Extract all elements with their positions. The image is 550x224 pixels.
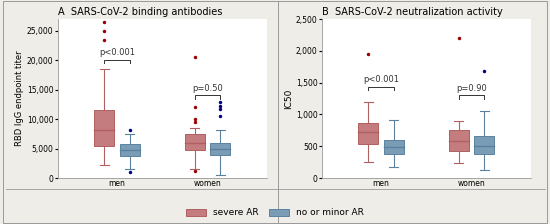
Text: B  SARS-CoV-2 neutralization activity: B SARS-CoV-2 neutralization activity <box>322 7 503 17</box>
Bar <box>383 140 404 154</box>
Text: p=0.90: p=0.90 <box>456 84 487 93</box>
Text: p=0.50: p=0.50 <box>192 84 223 93</box>
Legend: severe AR, no or minor AR: severe AR, no or minor AR <box>186 208 364 217</box>
Bar <box>358 123 378 144</box>
Bar <box>119 144 140 156</box>
Bar <box>185 134 205 150</box>
Bar <box>449 130 469 151</box>
Text: p<0.001: p<0.001 <box>99 48 135 57</box>
Bar <box>211 143 230 155</box>
Bar <box>94 110 114 146</box>
Y-axis label: RBD IgG endpoint titer: RBD IgG endpoint titer <box>15 51 24 146</box>
Text: p<0.001: p<0.001 <box>363 75 399 84</box>
Text: A  SARS-CoV-2 binding antibodies: A SARS-CoV-2 binding antibodies <box>58 7 222 17</box>
Bar <box>475 136 494 154</box>
Y-axis label: IC50: IC50 <box>284 88 293 109</box>
